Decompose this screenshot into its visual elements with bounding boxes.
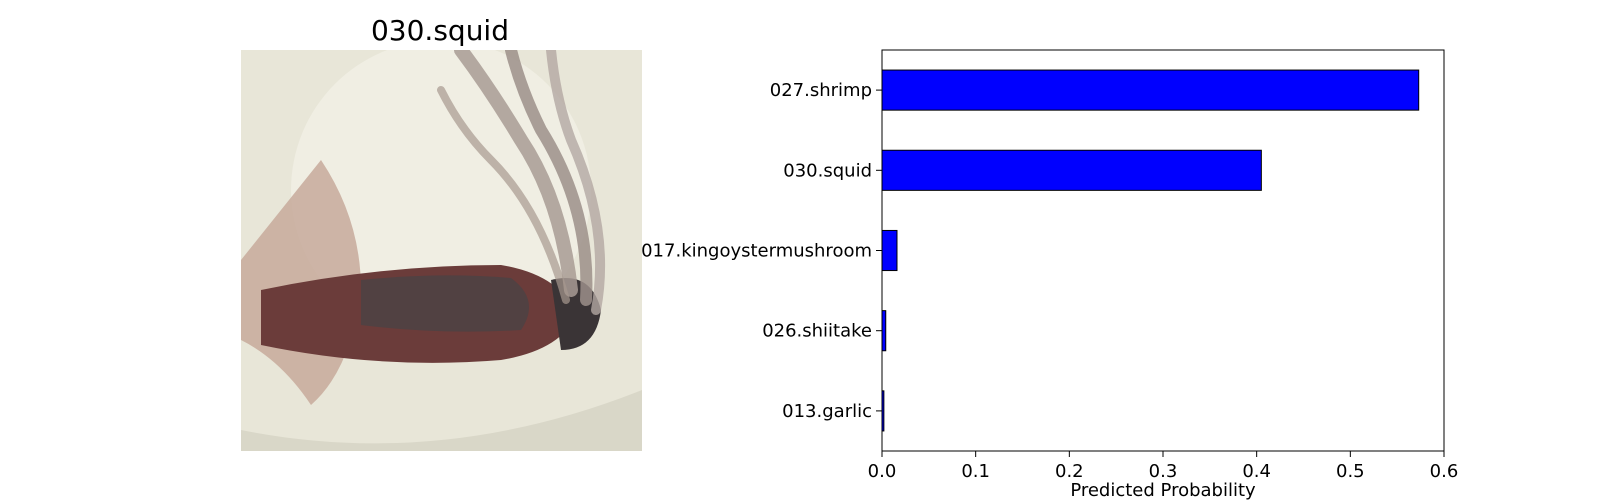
bar-026.shiitake (881, 310, 887, 352)
plot-frame (881, 49, 1445, 452)
squid-illustration (241, 50, 642, 451)
x-tick-label: 0.6 (1430, 461, 1459, 482)
x-axis-label: Predicted Probability (1070, 480, 1256, 500)
squid-photo (241, 50, 642, 451)
category-label: 017.kingoystermushroom (641, 241, 872, 262)
squid-tentacle (505, 50, 593, 306)
bar-group (881, 69, 1420, 432)
image-title: 030.squid (370, 14, 509, 47)
x-tick-label: 0.4 (1242, 461, 1271, 482)
plate-shadow (241, 390, 642, 451)
x-axis-ticks: 0.0 0.1 0.2 0.3 0.4 0.5 0.6 (868, 451, 1459, 482)
squid-tentacle (454, 50, 578, 297)
category-labels: 027.shrimp 030.squid 017.kingoystermushroo… (641, 80, 882, 422)
category-label: 027.shrimp (770, 80, 872, 101)
squid-mantle-shade (361, 275, 529, 332)
bar-027.shrimp (881, 69, 1420, 111)
x-tick-label: 0.3 (1149, 461, 1178, 482)
category-label: 030.squid (783, 160, 872, 181)
x-tick-label: 0.1 (961, 461, 990, 482)
x-tick-label: 0.0 (868, 461, 897, 482)
bar-017.kingoystermushroom (881, 229, 898, 272)
squid-tentacle (546, 50, 606, 315)
x-tick-label: 0.5 (1336, 461, 1365, 482)
category-label: 026.shiitake (762, 321, 872, 342)
bar-030.squid (881, 149, 1262, 191)
category-label: 013.garlic (782, 401, 872, 422)
squid-tentacle (437, 86, 570, 304)
x-tick-label: 0.2 (1055, 461, 1084, 482)
